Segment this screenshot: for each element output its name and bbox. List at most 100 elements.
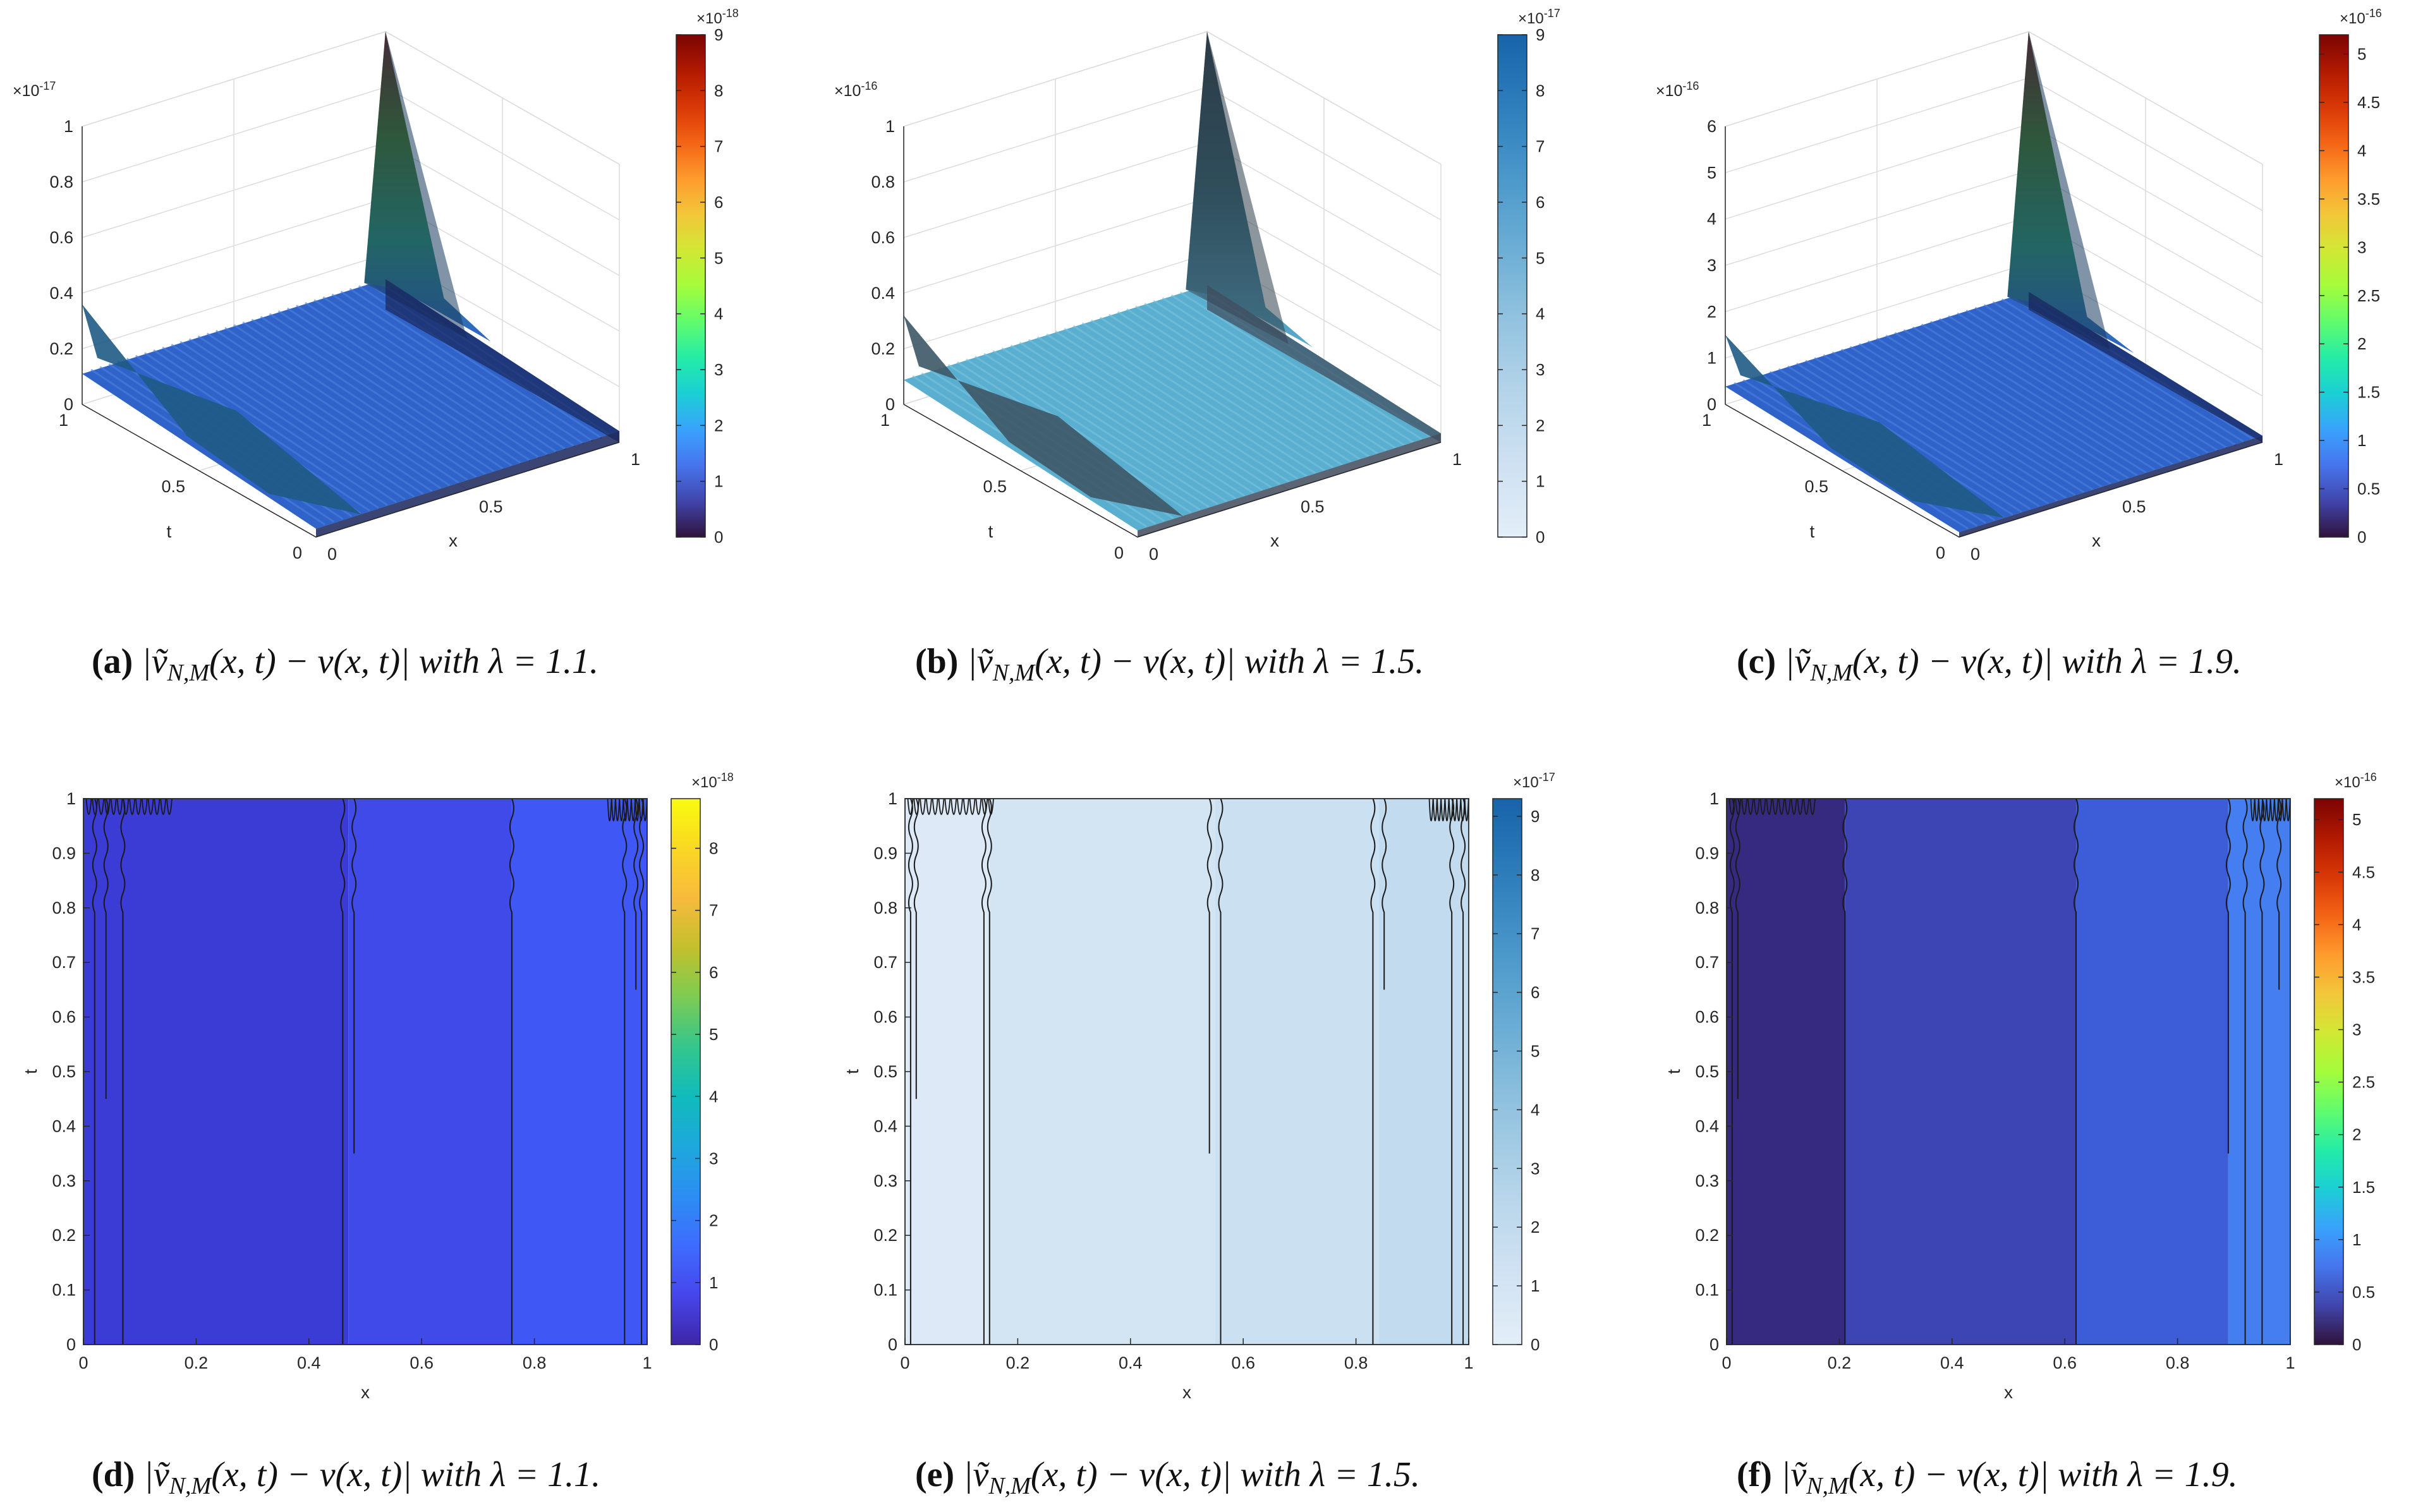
contour-loop (2269, 798, 2275, 821)
surface-ridge (1179, 291, 1415, 444)
surface-ridge (313, 299, 549, 456)
colorbar-tick-label: 7 (714, 137, 723, 156)
surface-ridge (1939, 318, 2174, 466)
contour-loop (950, 798, 957, 815)
z-tick-label: 0.2 (49, 339, 73, 358)
contour-loop (975, 798, 982, 815)
y-axis-label: t (842, 1069, 862, 1074)
contour-loop (129, 798, 136, 815)
t-axis-label: t (167, 522, 172, 541)
y-tick-label: 0.9 (873, 844, 897, 862)
contour-band (348, 799, 512, 1345)
contour-loop (2278, 798, 2283, 821)
y-tick-label: 0 (888, 1335, 897, 1354)
surface-ridge (1090, 319, 1326, 472)
contour-loop (619, 798, 624, 821)
surface-ridge (215, 329, 451, 487)
surface-ridge (1796, 362, 2031, 510)
colorbar-tick-label: 7 (709, 901, 718, 920)
colorbar-tick-label: 5 (714, 248, 723, 267)
contour-loop (920, 798, 926, 815)
x-tick-label: 1 (1464, 1353, 1473, 1372)
surface-ridge (1885, 334, 2120, 482)
colorbar-exponent: ×10-18 (696, 7, 739, 27)
contour-loop (1803, 798, 1810, 815)
colorbar-tick-label: 6 (1531, 983, 1540, 1002)
x-tick-label: 0.4 (297, 1353, 321, 1372)
contour-loop (160, 798, 167, 815)
contour-loop (2274, 798, 2279, 821)
t-tick-label: 0.5 (1804, 477, 1828, 496)
surface-ridge (1036, 336, 1272, 488)
contour-loop (104, 798, 111, 815)
contour-line (2225, 798, 2231, 1154)
colorbar-tick-label: 9 (714, 25, 723, 44)
colorbar-tick-label: 5 (1536, 248, 1545, 267)
contour-line (1206, 798, 1212, 1154)
x-tick-label: 0 (1971, 545, 1980, 564)
surface-ridge (340, 291, 576, 447)
surface-ridge (1831, 351, 2067, 499)
surface-ridge (1992, 301, 2228, 449)
colorbar-exponent: ×10-17 (1518, 7, 1560, 27)
x-tick-label: 1 (2285, 1353, 2295, 1372)
contour-band (1215, 799, 1379, 1345)
surface-ridge (171, 344, 406, 500)
y-tick-label: 0.6 (873, 1008, 897, 1027)
surface-ridge (1162, 297, 1397, 450)
contour-loop (969, 798, 976, 815)
floor-axis-lines (82, 404, 620, 538)
contour-loop (2266, 798, 2271, 821)
contour-line (509, 798, 514, 1345)
x-tick-label: 0.5 (2122, 497, 2146, 516)
surface-ridge (269, 313, 504, 470)
surface-peak-shade (364, 32, 467, 339)
contour-line (913, 798, 919, 1099)
surface-ridge (1135, 305, 1370, 458)
contour-loop (1797, 798, 1804, 815)
surface-ridge (1894, 332, 2130, 480)
contour-loop (932, 798, 938, 815)
surface-ridge (2001, 298, 2237, 446)
y-tick-label: 0.7 (1695, 953, 1719, 972)
colorbar-exponent: ×10-17 (1513, 771, 1555, 791)
contour-line (981, 798, 987, 1345)
surface-ridge (224, 327, 459, 484)
colorbar-tick-label: 6 (714, 193, 723, 212)
contour-loop (1460, 798, 1466, 821)
y-tick-label: 0.3 (52, 1171, 76, 1190)
contour-line (908, 798, 913, 1345)
z-exponent: ×10-17 (13, 80, 56, 100)
x-tick-label: 0.8 (523, 1353, 547, 1372)
colorbar-tick-label: 7 (1536, 137, 1545, 156)
z-tick-label: 0.4 (49, 284, 73, 303)
colorbar-tick-label: 3.5 (2352, 967, 2375, 986)
contour-loop (1448, 798, 1454, 821)
contour-line (120, 798, 126, 1345)
contour-band (905, 799, 990, 1345)
x-tick-label: 0.6 (1231, 1353, 1255, 1372)
colorbar (671, 798, 701, 1345)
x-tick-label: 0.2 (1828, 1353, 1852, 1372)
colorbar-tick-label: 5 (2357, 45, 2366, 64)
contour-loop (1809, 798, 1816, 815)
colorbar-tick-label: 0.5 (2357, 480, 2380, 499)
colorbar-tick-label: 4 (709, 1087, 718, 1106)
contour-loop (98, 798, 104, 815)
colorbar-exponent: ×10-16 (2340, 7, 2382, 27)
contour-loop (963, 798, 969, 815)
colorbar-tick-label: 4 (1531, 1100, 1540, 1119)
colorbar-tick-label: 5 (1531, 1041, 1540, 1060)
surface-ridge (1055, 330, 1290, 483)
contour-loop (1432, 798, 1438, 821)
z-tick-label: 0.8 (871, 172, 895, 191)
z-tick-label: 1 (885, 117, 895, 136)
contour-loop (1735, 798, 1742, 815)
surface-corner-hump (1725, 335, 2005, 518)
contour-loop (938, 798, 945, 815)
surface-ridge (1867, 340, 2103, 488)
contour-loop (957, 798, 963, 815)
t-tick-label: 0.5 (161, 477, 185, 496)
contour-loop (615, 798, 620, 821)
